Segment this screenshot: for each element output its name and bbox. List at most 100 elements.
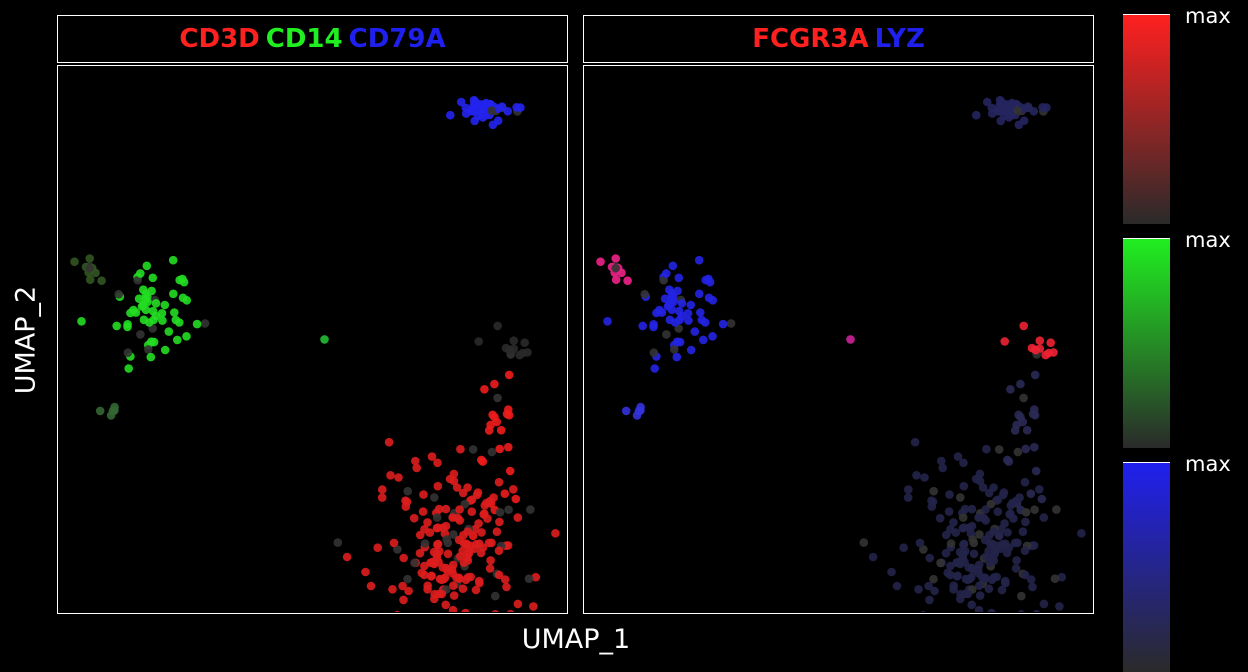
p2-cell-point bbox=[1001, 578, 1010, 588]
p2-cell-point bbox=[959, 481, 969, 491]
p1-cell-point bbox=[401, 502, 411, 511]
p1-cell-point bbox=[148, 306, 158, 316]
p2-cell-point bbox=[997, 585, 1007, 595]
p1-cell-point bbox=[168, 255, 178, 265]
p1-cell-point bbox=[418, 507, 428, 516]
p2-cell-point bbox=[1000, 337, 1009, 346]
p1-cell-point bbox=[467, 507, 477, 516]
p1-cell-point bbox=[131, 308, 141, 317]
p2-cell-point bbox=[946, 539, 956, 548]
p2-cell-point bbox=[953, 571, 962, 581]
p1-cell-point bbox=[123, 320, 132, 329]
p1-cell-point bbox=[469, 101, 478, 110]
p2-cell-point bbox=[677, 299, 687, 308]
p2-cell-point bbox=[1006, 385, 1015, 394]
p2-cell-point bbox=[1013, 447, 1023, 457]
p1-cell-point bbox=[112, 321, 121, 331]
p1-cell-point bbox=[505, 466, 515, 476]
x-axis-title: UMAP_1 bbox=[521, 624, 631, 655]
p1-cell-point bbox=[471, 585, 481, 595]
p2-cell-point bbox=[978, 483, 988, 492]
p2-cell-point bbox=[975, 591, 985, 600]
p2-cell-point bbox=[925, 595, 934, 605]
p1-cell-point bbox=[458, 488, 468, 498]
p2-cell-point bbox=[1055, 602, 1064, 611]
p2-cell-point bbox=[1050, 574, 1060, 583]
p1-cell-point bbox=[494, 570, 504, 580]
p2-cell-point bbox=[1029, 107, 1039, 116]
p2-cell-point bbox=[672, 352, 682, 362]
p1-cell-point bbox=[551, 529, 560, 538]
p1-cell-point bbox=[490, 412, 499, 422]
p1-cell-point bbox=[427, 452, 437, 461]
p2-cell-point bbox=[718, 319, 728, 329]
p2-cell-point bbox=[999, 488, 1009, 497]
p1-cell-point bbox=[449, 591, 459, 600]
p1-cell-point bbox=[389, 538, 399, 548]
p2-cell-point bbox=[959, 458, 968, 468]
p1-cell-point bbox=[160, 300, 170, 310]
p1-cell-point bbox=[393, 545, 402, 554]
p1-cell-point bbox=[458, 584, 468, 593]
p2-cell-point bbox=[611, 263, 620, 273]
p1-cell-point bbox=[443, 549, 453, 559]
p2-cell-point bbox=[1017, 610, 1025, 612]
p2-cell-point bbox=[985, 558, 995, 567]
p2-cell-point bbox=[919, 545, 928, 554]
p2-cell-point bbox=[975, 530, 984, 539]
p2-cell-point bbox=[984, 488, 994, 498]
p2-cell-point bbox=[1012, 556, 1021, 565]
panel-2-scatter bbox=[596, 95, 1086, 612]
p2-cell-point bbox=[941, 548, 951, 558]
p1-cell-point bbox=[171, 315, 181, 325]
p1-cell-point bbox=[399, 553, 409, 563]
p1-cell-point bbox=[160, 345, 170, 355]
p1-cell-point bbox=[463, 573, 473, 582]
p1-cell-point bbox=[432, 513, 442, 522]
p1-cell-point bbox=[85, 263, 94, 273]
p2-cell-point bbox=[994, 445, 1004, 454]
p1-cell-point bbox=[524, 574, 534, 583]
scale-red-bar bbox=[1123, 15, 1170, 224]
p1-cell-point bbox=[151, 299, 161, 308]
p1-cell-point bbox=[502, 582, 511, 592]
p2-cell-point bbox=[949, 581, 958, 590]
p1-cell-point bbox=[419, 490, 428, 499]
p1-cell-point bbox=[480, 385, 489, 394]
p1-cell-point bbox=[342, 552, 352, 562]
p1-cell-point bbox=[333, 538, 343, 547]
p2-cell-point bbox=[989, 573, 999, 582]
p2-cell-point bbox=[1020, 546, 1030, 555]
p2-cell-point bbox=[708, 332, 717, 341]
p2-cell-point bbox=[924, 581, 933, 591]
p2-cell-point bbox=[1013, 538, 1022, 548]
p1-cell-point bbox=[394, 473, 403, 482]
p2-cell-point bbox=[980, 573, 990, 582]
p1-cell-point bbox=[136, 269, 145, 278]
p1-cell-point bbox=[490, 379, 499, 389]
p1-cell-point bbox=[459, 558, 469, 567]
p1-cell-point bbox=[139, 315, 149, 325]
p2-cell-point bbox=[621, 406, 631, 416]
p1-cell-point bbox=[470, 116, 480, 126]
p1-cell-point bbox=[487, 106, 496, 115]
p1-cell-point bbox=[478, 113, 488, 122]
p2-cell-point bbox=[686, 300, 696, 310]
p1-cell-point bbox=[485, 564, 495, 573]
p2-cell-point bbox=[956, 594, 965, 604]
p1-cell-point bbox=[496, 425, 506, 435]
p1-cell-point bbox=[398, 581, 407, 591]
panel-2-title-strip: FCGR3A LYZ bbox=[583, 15, 1094, 63]
p1-cell-point bbox=[423, 581, 433, 590]
p2-cell-point bbox=[935, 513, 945, 523]
p2-cell-point bbox=[989, 527, 998, 536]
p1-cell-point bbox=[441, 600, 451, 610]
p2-cell-point bbox=[697, 315, 707, 325]
p2-cell-point bbox=[1003, 455, 1012, 465]
p2-cell-point bbox=[868, 552, 878, 562]
p2-cell-point bbox=[1032, 609, 1041, 612]
p1-cell-point bbox=[494, 546, 504, 555]
p1-cell-point bbox=[484, 426, 494, 435]
p2-cell-point bbox=[1020, 477, 1030, 487]
p1-cell-point bbox=[448, 605, 458, 612]
